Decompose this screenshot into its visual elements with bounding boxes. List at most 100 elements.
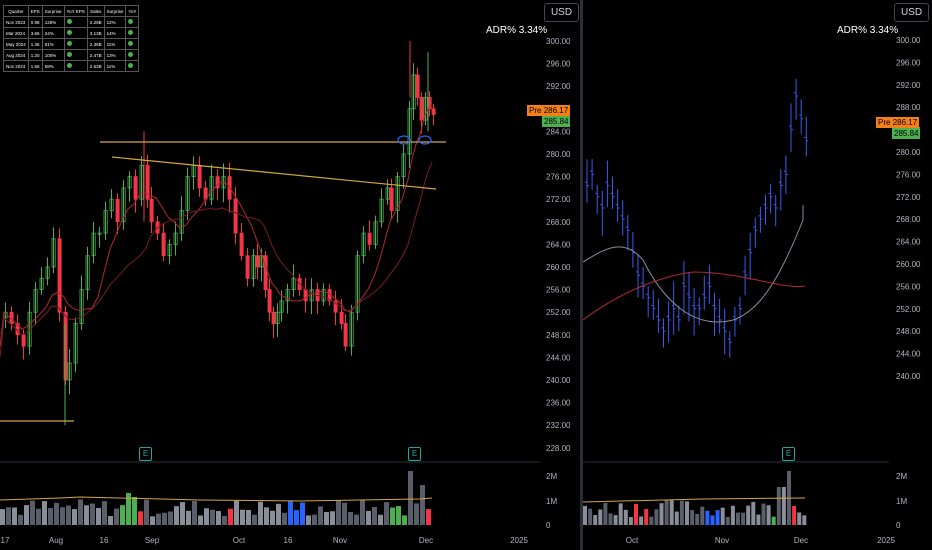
volume-bar — [114, 508, 119, 525]
volume-bar — [42, 501, 47, 525]
candle-body — [255, 255, 260, 268]
x-axis-tick-label: 2025 — [877, 536, 895, 545]
premarket-label: Pre — [529, 106, 542, 115]
currency-button[interactable]: USD — [544, 3, 579, 22]
earnings-table-row: Nov 2023 0.98 128% 2.29B 12% — [3, 16, 140, 28]
y-axis-tick-label: 292.00 — [546, 82, 571, 91]
earnings-cell: 12% — [103, 16, 127, 28]
x-axis-tick-label: 16 — [284, 536, 293, 545]
y-axis-tick-label: 296.00 — [546, 60, 571, 69]
volume-bar — [264, 507, 269, 525]
volume-bar — [366, 510, 371, 525]
volume-bar — [240, 509, 245, 525]
candle-body — [343, 323, 348, 347]
green-dot-icon — [128, 19, 134, 24]
volume-bar — [84, 505, 89, 525]
candle-body — [109, 198, 114, 211]
volume-average-line — [0, 496, 433, 502]
volume-bar — [24, 505, 29, 525]
candle-body — [415, 74, 420, 98]
candle-body — [411, 74, 416, 110]
volume-bar — [781, 487, 786, 525]
candle-body — [233, 198, 238, 234]
candle-body — [209, 176, 214, 200]
candle-body — [21, 334, 26, 347]
volume-bar — [150, 516, 155, 525]
volume-bar — [108, 516, 113, 525]
volume-bar — [685, 501, 689, 525]
left-candle-chart[interactable]: 300.00296.00292.00288.00284.00280.00276.… — [0, 0, 580, 550]
volume-bar — [210, 509, 215, 525]
earnings-cell: 3.66 — [27, 27, 43, 39]
candle-body — [275, 311, 280, 324]
y-axis-tick-label: 276.00 — [896, 170, 921, 179]
candle-body — [271, 311, 276, 324]
volume-bar — [408, 471, 413, 525]
earnings-cell — [63, 49, 88, 61]
header-cell: Quarter — [3, 5, 29, 17]
volume-axis-tick-label: 1M — [546, 497, 557, 506]
green-dot-icon — [66, 52, 72, 57]
volume-bar — [252, 514, 257, 525]
earnings-cell: 2.47B — [86, 49, 105, 61]
green-dot-icon — [66, 30, 72, 35]
volume-bar — [725, 516, 730, 525]
y-axis-tick-label: 260.00 — [546, 263, 571, 272]
last-price-tag: 285.84 — [542, 116, 571, 127]
x-axis-tick-label: 2025 — [510, 536, 528, 545]
volume-bar — [618, 503, 623, 525]
volume-bar — [318, 506, 323, 525]
candle-body — [127, 176, 132, 189]
earnings-cell: 14% — [103, 27, 127, 39]
left-chart-pane[interactable]: 300.00296.00292.00288.00284.00280.00276.… — [0, 0, 580, 550]
x-axis-tick-label: Oct — [626, 536, 639, 545]
y-axis-tick-label: 288.00 — [896, 103, 921, 112]
y-axis-tick-label: 272.00 — [546, 195, 571, 204]
volume-bar — [608, 513, 613, 525]
candle-body — [367, 232, 372, 245]
volume-bar — [30, 500, 35, 525]
candle-body — [197, 164, 202, 189]
x-axis-tick-label: 17 — [1, 536, 10, 545]
volume-bar — [204, 508, 209, 525]
premarket-price-tag: Pre 286.17 — [876, 117, 920, 128]
volume-bar — [162, 512, 167, 525]
y-axis-tick-label: 252.00 — [896, 305, 921, 314]
pane-divider[interactable] — [580, 0, 583, 550]
earnings-cell: 1.55 — [27, 60, 43, 72]
earnings-cell — [63, 60, 88, 72]
volume-bar — [12, 507, 17, 525]
sloped-trendline — [111, 156, 437, 190]
candle-body — [419, 97, 424, 121]
y-axis-tick-label: 240.00 — [896, 372, 921, 381]
candle-body — [79, 289, 84, 324]
volume-bar — [396, 506, 401, 525]
volume-average-line — [583, 497, 806, 503]
y-axis-tick-label: 264.00 — [546, 240, 571, 249]
volume-bar — [679, 500, 684, 525]
earnings-marker[interactable]: E — [782, 447, 795, 461]
candle-body — [57, 238, 62, 313]
volume-bar — [120, 505, 125, 525]
volume-bar — [216, 511, 221, 525]
volume-bar — [324, 512, 329, 525]
earnings-marker[interactable]: E — [408, 447, 421, 461]
earnings-cell: 100% — [41, 49, 65, 61]
earnings-cell — [125, 27, 140, 39]
premarket-value: 286.17 — [892, 118, 918, 127]
volume-bar — [348, 512, 353, 525]
volume-bar — [312, 514, 317, 525]
volume-bar — [659, 503, 664, 525]
right-chart-pane[interactable]: 300.00296.00292.00288.00284.00280.00276.… — [583, 0, 932, 550]
volume-bar — [126, 493, 131, 525]
earnings-cell — [125, 38, 140, 50]
volume-bar — [54, 502, 59, 525]
candle-body — [379, 198, 384, 223]
right-bar-chart[interactable]: 300.00296.00292.00288.00284.00280.00276.… — [583, 0, 932, 550]
volume-bar — [802, 515, 807, 525]
currency-button[interactable]: USD — [894, 3, 929, 22]
y-axis-tick-label: 300.00 — [896, 36, 921, 45]
y-axis-tick-label: 292.00 — [896, 81, 921, 90]
moving-average-line — [583, 271, 806, 321]
earnings-marker[interactable]: E — [139, 447, 152, 461]
